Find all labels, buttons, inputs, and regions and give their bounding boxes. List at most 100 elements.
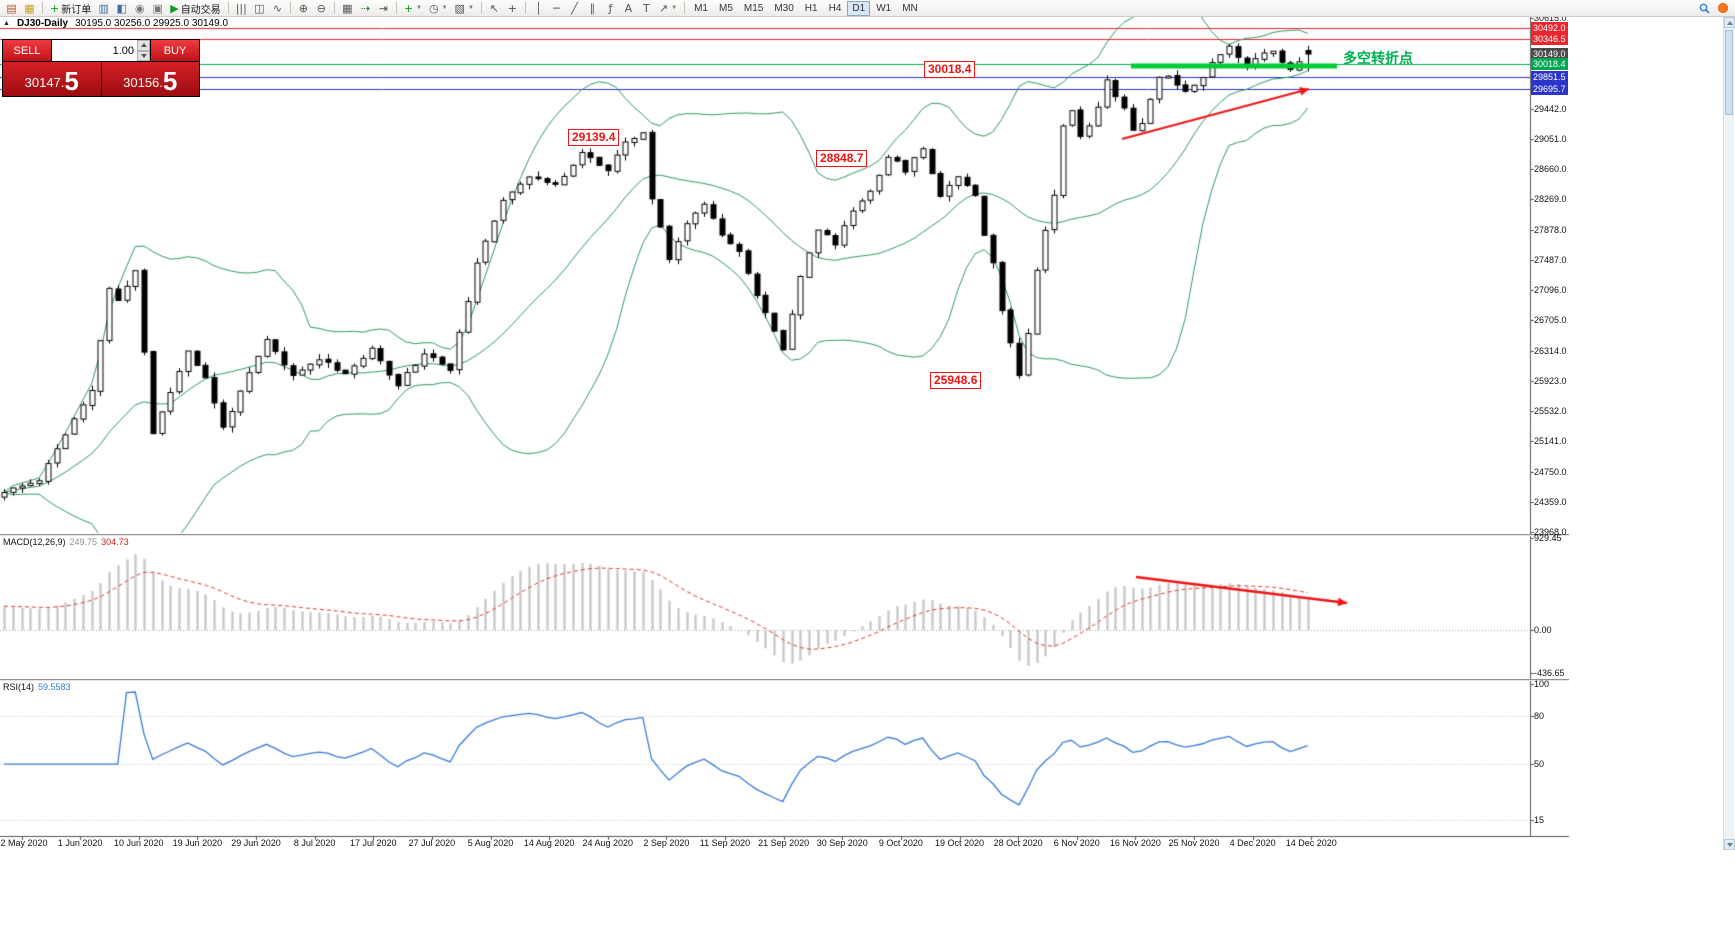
toolbar-divider xyxy=(289,2,291,14)
channel-button[interactable]: ∥ xyxy=(584,1,601,16)
timeframe-m15-button[interactable]: M15 xyxy=(739,1,768,16)
scrollbar-thumb[interactable] xyxy=(1725,30,1733,115)
toolbar-divider xyxy=(684,2,686,14)
zoom-out-button[interactable]: ⊖ xyxy=(313,1,330,16)
price-annotation[interactable]: 29139.4 xyxy=(568,129,620,146)
timeframe-h1-button[interactable]: H1 xyxy=(800,1,823,16)
price-annotation[interactable]: 25948.6 xyxy=(930,372,982,389)
macd-value-main: 249.75 xyxy=(69,537,98,547)
templates-icon: ▧ xyxy=(454,1,465,15)
price-annotation[interactable]: 28848.7 xyxy=(816,150,868,167)
date-label: 14 Dec 2020 xyxy=(1285,838,1337,848)
price-axis-label: 27878.0 xyxy=(1534,224,1567,235)
arrows-button[interactable]: ↗ ▼ xyxy=(656,1,680,16)
new-order-label: 新订单 xyxy=(61,4,92,16)
buy-button[interactable]: BUY xyxy=(151,40,199,61)
data-window-button[interactable]: ◧ xyxy=(113,1,130,16)
vertical-line-icon: │ xyxy=(535,1,542,15)
timeframe-h4-button[interactable]: H4 xyxy=(824,1,847,16)
bar-chart-type-button[interactable]: ||| xyxy=(233,1,250,16)
text-label-button[interactable]: T xyxy=(638,1,655,16)
chart-shift-button[interactable]: ⇥ xyxy=(375,1,392,16)
volume-spinner xyxy=(137,40,150,61)
auto-trading-label: 自动交易 xyxy=(180,4,221,16)
toolbar-divider xyxy=(480,2,482,14)
date-label: 25 Nov 2020 xyxy=(1168,838,1220,848)
chart-caption: ▲ DJ30-Daily 30195.0 30256.0 29925.0 301… xyxy=(3,17,228,29)
arrows-icon: ↗ xyxy=(658,1,669,15)
date-label: 29 Jun 2020 xyxy=(231,838,281,848)
crosshair-icon: + xyxy=(507,1,518,15)
crosshair-button[interactable]: + xyxy=(504,1,521,16)
templates-button[interactable]: ▧ ▼ xyxy=(452,1,477,16)
timeframe-d1-button[interactable]: D1 xyxy=(847,0,871,16)
community-search-button[interactable] xyxy=(1696,1,1713,16)
auto-trading-button[interactable]: ▶ 自动交易 xyxy=(167,1,223,16)
text-button[interactable]: A xyxy=(620,1,637,16)
turning-point-label[interactable]: 多空转折点 xyxy=(1343,50,1413,66)
periods-icon: ◷ xyxy=(428,1,439,15)
spinner-down-icon xyxy=(140,53,147,58)
macd-axis-label: -436.65 xyxy=(1534,668,1565,679)
terminal-button[interactable]: ▣ xyxy=(149,1,166,16)
price-axis-label: 26705.0 xyxy=(1534,315,1567,326)
vertical-line-button[interactable]: │ xyxy=(530,1,547,16)
volume-down-button[interactable] xyxy=(137,50,150,61)
new-chart-icon: ▤ xyxy=(6,1,17,15)
toolbar-divider xyxy=(395,2,397,14)
date-label: 16 Nov 2020 xyxy=(1109,838,1161,848)
auto-trading-icon: ▶ xyxy=(170,1,179,15)
notification-badge-icon[interactable] xyxy=(1718,3,1728,13)
volume-up-button[interactable] xyxy=(137,40,150,51)
buy-price-button[interactable]: 30156. 5 xyxy=(101,62,199,96)
date-label: 19 Oct 2020 xyxy=(934,838,985,848)
timeframe-m1-button[interactable]: M1 xyxy=(689,1,713,16)
rsi-panel-splitter[interactable] xyxy=(0,679,1569,681)
macd-panel-splitter[interactable] xyxy=(0,534,1569,536)
zoom-in-button[interactable]: ⊕ xyxy=(295,1,312,16)
volume-input[interactable] xyxy=(52,40,137,61)
indicators-button[interactable]: + ▼ xyxy=(401,1,425,16)
fibonacci-button[interactable]: ƒ xyxy=(602,1,619,16)
profiles-button[interactable]: ▦ xyxy=(21,1,38,16)
ohlc-values: 30195.0 30256.0 29925.0 30149.0 xyxy=(75,17,229,29)
new-chart-button[interactable]: ▤ xyxy=(3,1,20,16)
time-axis[interactable]: 22 May 2020 1 Jun 2020 10 Jun 2020 19 Jun 2… xyxy=(0,836,1531,850)
timeframe-w1-button[interactable]: W1 xyxy=(871,1,896,16)
periods-button[interactable]: ◷ ▼ xyxy=(426,1,451,16)
scrollbar-down-button[interactable] xyxy=(1724,839,1735,850)
scrollbar-up-button[interactable] xyxy=(1724,17,1735,28)
tile-windows-button[interactable]: ▦ xyxy=(339,1,356,16)
price-level-label: 30149.0 xyxy=(1531,48,1568,61)
timeframe-m5-button[interactable]: M5 xyxy=(714,1,738,16)
date-label: 14 Aug 2020 xyxy=(523,838,575,848)
price-annotation[interactable]: 30018.4 xyxy=(924,61,976,78)
price-level-label: 29695.7 xyxy=(1531,83,1568,96)
horizontal-line-button[interactable]: ─ xyxy=(548,1,565,16)
date-label: 5 Aug 2020 xyxy=(467,838,514,848)
candlestick-type-button[interactable]: ◫ xyxy=(251,1,268,16)
date-label: 30 Sep 2020 xyxy=(816,838,868,848)
date-label: 1 Jun 2020 xyxy=(57,838,103,848)
timeframe-m30-button[interactable]: M30 xyxy=(769,1,798,16)
trendline-button[interactable]: ╱ xyxy=(566,1,583,16)
auto-scroll-button[interactable]: ⇢ xyxy=(357,1,374,16)
sell-price-button[interactable]: 30147. 5 xyxy=(3,62,101,96)
channel-icon: ∥ xyxy=(589,1,596,15)
date-label: 19 Jun 2020 xyxy=(172,838,223,848)
new-order-button[interactable]: + 新订单 xyxy=(47,1,94,16)
one-click-collapse-toggle[interactable]: ▲ xyxy=(3,19,10,27)
price-axis-label: 24359.0 xyxy=(1534,496,1567,507)
buy-price-small: 30156. xyxy=(123,75,163,90)
timeframe-mn-button[interactable]: MN xyxy=(897,1,923,16)
sell-button[interactable]: SELL xyxy=(3,40,51,61)
price-level-label: 30492.0 xyxy=(1531,21,1568,34)
navigator-button[interactable]: ◉ xyxy=(131,1,148,16)
rsi-indicator-label: RSI(14) 59.5583 xyxy=(3,682,71,692)
market-watch-button[interactable]: ▥ xyxy=(95,1,112,16)
bar-chart-type-icon: ||| xyxy=(235,1,247,15)
macd-axis-label: 0.00 xyxy=(1534,624,1552,635)
chart-canvas[interactable] xyxy=(0,17,1735,850)
line-chart-type-button[interactable]: ∿ xyxy=(269,1,286,16)
cursor-button[interactable]: ↖ xyxy=(486,1,503,16)
